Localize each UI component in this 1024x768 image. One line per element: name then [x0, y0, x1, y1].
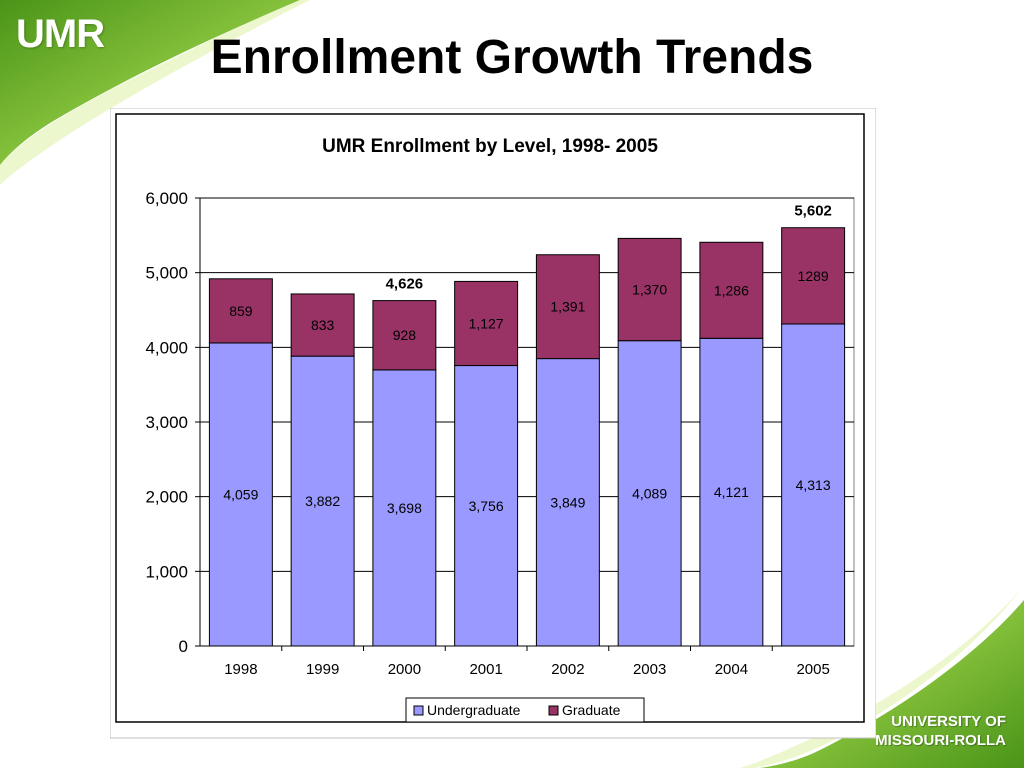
y-tick-label: 3,000	[145, 413, 188, 432]
y-tick-label: 2,000	[145, 488, 188, 507]
data-label-undergraduate-2005: 4,313	[796, 477, 831, 493]
bar-graduate-2002	[535, 254, 600, 360]
bar-undergraduate-2005	[781, 323, 846, 647]
data-label-undergraduate-2001: 3,756	[469, 498, 504, 514]
data-label-graduate-1998: 859	[229, 303, 253, 319]
data-label-undergraduate-2002: 3,849	[550, 494, 585, 510]
x-tick-label-1998: 1998	[224, 661, 257, 678]
bar-graduate-2004	[699, 241, 764, 339]
total-label-2000: 4,626	[386, 276, 424, 293]
y-tick-label: 0	[179, 637, 188, 656]
slide-title: Enrollment Growth Trends	[210, 31, 814, 84]
legend-swatch-undergraduate	[413, 705, 424, 716]
bar-undergraduate-2002	[535, 358, 600, 647]
chart-legend: Undergraduate Graduate	[405, 697, 645, 723]
bar-graduate-1998	[208, 278, 273, 344]
x-tick-label-1999: 1999	[306, 661, 339, 678]
y-tick-label: 6,000	[145, 189, 188, 208]
bar-graduate-2005	[781, 227, 846, 325]
legend-label-undergraduate: Undergraduate	[427, 702, 521, 718]
x-tick-label-2004: 2004	[715, 661, 748, 678]
legend-label-graduate: Graduate	[562, 702, 621, 718]
total-label-2005: 5,602	[794, 203, 832, 220]
data-label-graduate-2000: 928	[393, 327, 417, 343]
data-label-graduate-2005: 1289	[798, 268, 829, 284]
data-label-undergraduate-2003: 4,089	[632, 485, 667, 501]
enrollment-chart: UMR Enrollment by Level, 1998- 2005 0 1,00…	[110, 108, 876, 739]
x-tick-label-2002: 2002	[551, 661, 584, 678]
x-tick-label-2003: 2003	[633, 661, 666, 678]
bottom-right-swoosh	[760, 600, 1024, 768]
data-label-graduate-2001: 1,127	[469, 315, 504, 331]
umr-logo: UMR	[16, 12, 105, 56]
y-tick-label: 1,000	[145, 562, 188, 581]
y-tick-label: 5,000	[145, 264, 188, 283]
university-line-1: UNIVERSITY OF	[891, 713, 1006, 730]
data-label-graduate-1999: 833	[311, 317, 335, 333]
bar-undergraduate-2004	[699, 337, 764, 647]
legend-box	[405, 697, 645, 723]
bar-graduate-2003	[617, 237, 682, 342]
data-label-undergraduate-1999: 3,882	[305, 493, 340, 509]
university-wordmark: UNIVERSITY OF MISSOURI-ROLLA	[875, 712, 1006, 750]
bar-undergraduate-2003	[617, 340, 682, 647]
chart-title: UMR Enrollment by Level, 1998- 2005	[322, 136, 658, 157]
data-label-undergraduate-1998: 4,059	[223, 486, 258, 502]
bar-graduate-2000	[372, 300, 437, 371]
x-tick-label-2001: 2001	[469, 661, 502, 678]
bar-graduate-2001	[454, 280, 519, 367]
bar-graduate-1999	[290, 293, 355, 357]
data-label-undergraduate-2004: 4,121	[714, 484, 749, 500]
top-left-swoosh	[0, 0, 300, 165]
data-label-undergraduate-2000: 3,698	[387, 500, 422, 516]
x-tick-label-2005: 2005	[796, 661, 829, 678]
bar-undergraduate-2001	[454, 365, 519, 647]
legend-swatch-graduate	[548, 705, 559, 716]
data-label-graduate-2004: 1,286	[714, 282, 749, 298]
university-line-2: MISSOURI-ROLLA	[875, 732, 1006, 749]
data-label-graduate-2002: 1,391	[550, 299, 585, 315]
y-tick-label: 4,000	[145, 338, 188, 357]
bar-undergraduate-2000	[372, 369, 437, 647]
data-label-graduate-2003: 1,370	[632, 282, 667, 298]
bar-undergraduate-1999	[290, 355, 355, 647]
bar-undergraduate-1998	[208, 342, 273, 647]
x-tick-label-2000: 2000	[388, 661, 421, 678]
